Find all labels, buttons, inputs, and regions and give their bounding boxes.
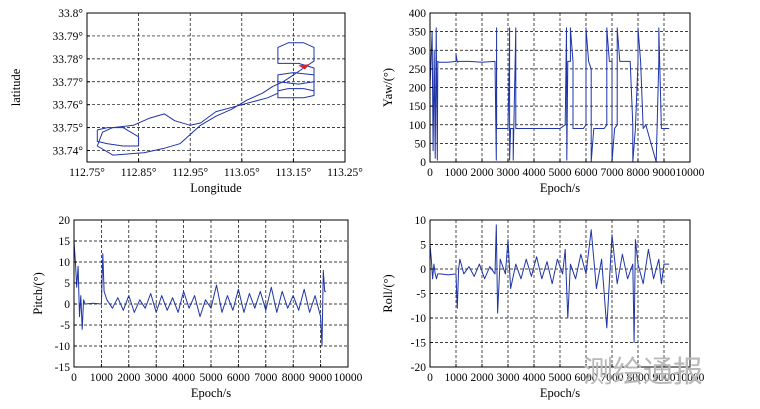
pitch-series-pitch xyxy=(73,240,327,347)
yaw-ytick-label: 300 xyxy=(409,45,427,57)
pitch-xtick-label: 3000 xyxy=(145,372,168,384)
roll-ytick-label: -15 xyxy=(411,338,427,350)
roll-xtick-label: 0 xyxy=(427,372,433,384)
yaw-xlabel: Epoch/s xyxy=(540,181,580,195)
yaw-panel: 0 1000 2000 3000 4000 5000 6000 7000 8000 9000 100… xyxy=(381,8,705,195)
yaw-xtick-label: 1000 xyxy=(445,167,468,179)
roll-xtick-label: 2000 xyxy=(471,372,494,384)
trajectory-xtick-label: 112.75° xyxy=(69,167,105,179)
roll-ytick-label: 0 xyxy=(420,264,426,276)
yaw-xtick-label: 4000 xyxy=(523,167,546,179)
pitch-xtick-label: 10000 xyxy=(334,372,363,384)
pitch-xtick-label: 5000 xyxy=(200,372,223,384)
trajectory-xtick-label: 113.25° xyxy=(327,167,363,179)
pitch-ytick-label: -10 xyxy=(55,341,71,353)
pitch-xlabel: Epoch/s xyxy=(191,386,231,400)
roll-ytick-label: -10 xyxy=(411,313,427,325)
pitch-xtick-label: 2000 xyxy=(117,372,140,384)
trajectory-axes-frame xyxy=(86,12,346,163)
roll-xtick-label: 1000 xyxy=(445,372,468,384)
pitch-ylabel: Pitch/(°) xyxy=(31,272,45,315)
yaw-ylabel: Yaw/(°) xyxy=(381,68,395,107)
trajectory-xtick-label: 112.95° xyxy=(172,167,208,179)
yaw-xtick-label: 2000 xyxy=(471,167,494,179)
trajectory-xtick-label: 113.05° xyxy=(224,167,260,179)
yaw-xtick-label: 3000 xyxy=(497,167,520,179)
roll-panel: 0 1000 2000 3000 4000 5000 6000 7000 8000 9000 100… xyxy=(381,215,705,400)
trajectory-panel: 112.75° 112.85° 112.95° 113.05° 113.15° 113.2… xyxy=(9,8,363,195)
yaw-ytick-label: 400 xyxy=(409,8,427,20)
pitch-ytick-label: 15 xyxy=(59,236,71,248)
roll-ytick-label: 10 xyxy=(415,215,427,227)
pitch-ytick-label: 20 xyxy=(59,215,71,227)
trajectory-ytick-label: 33.74° xyxy=(53,146,84,158)
trajectory-series-track xyxy=(96,42,315,156)
pitch-ytick-label: 5 xyxy=(64,278,70,290)
trajectory-series-loop-west xyxy=(96,127,140,147)
trajectory-ylabel: latitude xyxy=(9,68,23,106)
pitch-xtick-label: 7000 xyxy=(254,372,277,384)
trajectory-xtick-label: 112.85° xyxy=(121,167,157,179)
roll-ytick-label: -20 xyxy=(411,362,427,374)
yaw-ytick-label: 250 xyxy=(409,64,427,76)
pitch-panel: 0 1000 2000 3000 4000 5000 6000 7000 8000 9000 100… xyxy=(31,215,363,400)
roll-series-roll xyxy=(429,224,670,343)
roll-ylabel: Roll/(°) xyxy=(381,274,395,312)
pitch-xtick-label: 6000 xyxy=(227,372,250,384)
roll-ytick-label: -5 xyxy=(416,289,426,301)
trajectory-xlabel: Longitude xyxy=(190,181,242,195)
yaw-ytick-label: 50 xyxy=(415,138,427,150)
roll-xtick-label: 7000 xyxy=(601,372,624,384)
yaw-ytick-label: 350 xyxy=(409,27,427,39)
yaw-xtick-label: 6000 xyxy=(575,167,598,179)
roll-xlabel: Epoch/s xyxy=(540,386,580,400)
roll-xtick-label: 10000 xyxy=(676,372,705,384)
watermark: 测绘通报 xyxy=(583,355,703,390)
roll-xtick-label: 6000 xyxy=(575,372,598,384)
yaw-xtick-label: 10000 xyxy=(676,167,705,179)
trajectory-xtick-label: 113.15° xyxy=(275,167,311,179)
roll-xtick-label: 5000 xyxy=(549,372,572,384)
trajectory-ytick-label: 33.8° xyxy=(58,8,83,20)
trajectory-ytick-label: 33.77° xyxy=(53,77,84,89)
pitch-ytick-label: -5 xyxy=(60,320,70,332)
pitch-ytick-label: -15 xyxy=(55,362,71,374)
pitch-xtick-label: 0 xyxy=(71,372,77,384)
trajectory-plot-area xyxy=(87,13,345,162)
pitch-ytick-label: 0 xyxy=(64,299,70,311)
pitch-xtick-label: 8000 xyxy=(282,372,305,384)
pitch-xtick-label: 1000 xyxy=(90,372,113,384)
trajectory-start-marker xyxy=(298,64,311,70)
yaw-ytick-label: 0 xyxy=(420,157,426,169)
trajectory-ytick-label: 33.79° xyxy=(53,31,84,43)
roll-ytick-label: 5 xyxy=(420,240,426,252)
roll-xtick-label: 9000 xyxy=(653,372,676,384)
yaw-xtick-label: 0 xyxy=(427,167,433,179)
pitch-xtick-label: 4000 xyxy=(172,372,195,384)
yaw-xtick-label: 8000 xyxy=(627,167,650,179)
pitch-ytick-label: 10 xyxy=(59,257,71,269)
roll-xtick-label: 8000 xyxy=(627,372,650,384)
trajectory-ytick-label: 33.75° xyxy=(53,123,84,135)
yaw-xtick-label: 9000 xyxy=(653,167,676,179)
roll-xtick-label: 4000 xyxy=(523,372,546,384)
trajectory-ytick-label: 33.78° xyxy=(53,54,84,66)
yaw-ytick-label: 100 xyxy=(409,120,427,132)
yaw-ytick-label: 150 xyxy=(409,101,427,113)
yaw-xtick-label: 5000 xyxy=(549,167,572,179)
yaw-ytick-label: 200 xyxy=(409,83,427,95)
yaw-xtick-label: 7000 xyxy=(601,167,624,179)
trajectory-ytick-label: 33.76° xyxy=(53,100,84,112)
pitch-xtick-label: 9000 xyxy=(309,372,332,384)
roll-xtick-label: 3000 xyxy=(497,372,520,384)
